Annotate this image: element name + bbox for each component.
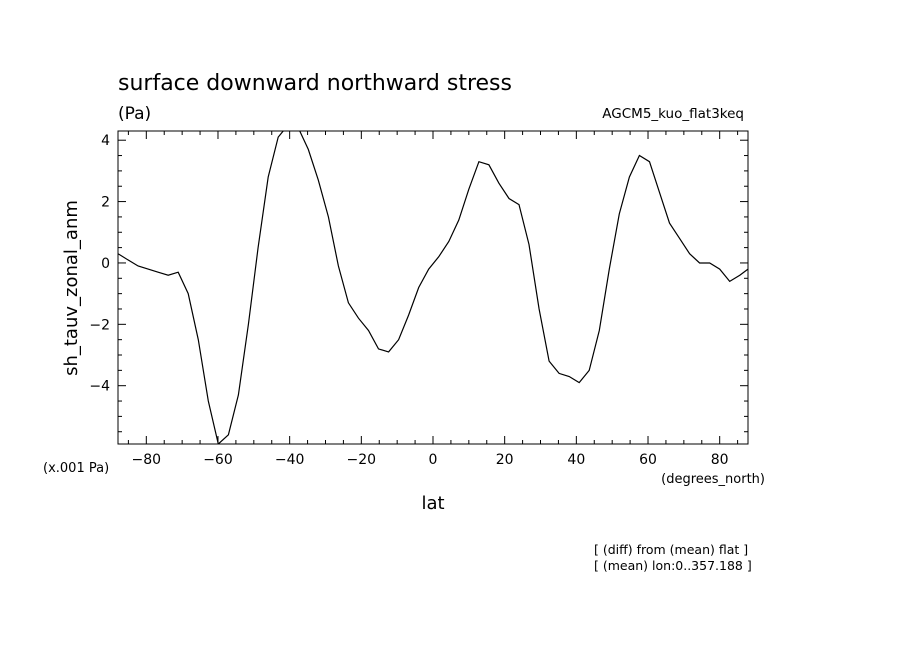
series-line [118, 131, 748, 444]
plot-frame [117, 130, 749, 445]
x-tick-label: 40 [567, 452, 585, 468]
x-units-label: (degrees_north) [661, 472, 765, 487]
x-axis-label: lat [421, 493, 444, 514]
y-axis-label: sh_tauv_zonal_anm [61, 200, 82, 376]
plot-area [117, 130, 749, 445]
y-tick-label: 2 [101, 195, 110, 211]
dataset-label: AGCM5_kuo_flat3keq [602, 106, 744, 122]
y-tick-label: 4 [101, 133, 110, 149]
y-scale-note: (x.001 Pa) [43, 461, 109, 476]
y-tick-labels: 4 2 0 −2 −4 [89, 133, 110, 394]
y-tick-label: −4 [89, 379, 110, 395]
x-tick-label: 80 [711, 452, 729, 468]
y-tick-label: −2 [89, 317, 110, 333]
y-tick-label: 0 [101, 256, 110, 272]
x-tick-label: 0 [429, 452, 438, 468]
x-tick-labels: −80 −60 −40 −20 0 20 40 60 80 [132, 452, 729, 468]
note-diff: [ (diff) from (mean) flat ] [594, 542, 748, 557]
x-tick-label: 60 [639, 452, 657, 468]
x-tick-label: −80 [132, 452, 162, 468]
chart-units: (Pa) [118, 104, 151, 124]
note-mean: [ (mean) lon:0..357.188 ] [594, 558, 752, 573]
x-tick-label: −40 [275, 452, 305, 468]
chart-title: surface downward northward stress [118, 71, 512, 96]
x-tick-label: −20 [347, 452, 377, 468]
x-tick-label: −60 [203, 452, 233, 468]
x-tick-label: 20 [496, 452, 514, 468]
axis-ticks [118, 131, 748, 444]
